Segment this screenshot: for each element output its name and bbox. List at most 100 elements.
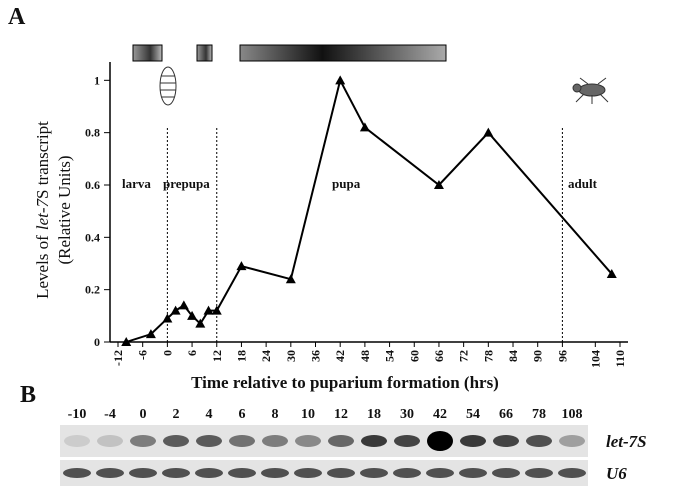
band bbox=[97, 435, 123, 447]
band bbox=[426, 468, 454, 478]
x-axis-label: Time relative to puparium formation (hrs… bbox=[191, 373, 499, 392]
y-tick-label: 0.6 bbox=[85, 178, 100, 192]
band bbox=[558, 468, 586, 478]
band bbox=[361, 435, 387, 447]
band bbox=[459, 468, 487, 478]
lane-label: 78 bbox=[532, 407, 546, 422]
lane-label: 10 bbox=[301, 407, 315, 422]
x-tick-label: 72 bbox=[457, 350, 471, 362]
fly-icon bbox=[572, 77, 609, 104]
band bbox=[427, 431, 453, 451]
data-point bbox=[236, 261, 247, 271]
data-point bbox=[195, 318, 206, 328]
band bbox=[163, 435, 189, 447]
band bbox=[360, 468, 388, 478]
lane-label: 2 bbox=[173, 407, 180, 422]
lane-label: 4 bbox=[206, 407, 213, 422]
y-tick-label: 0.4 bbox=[85, 230, 100, 244]
data-point bbox=[606, 268, 617, 278]
band bbox=[229, 435, 255, 447]
x-tick-label: -6 bbox=[136, 350, 150, 360]
band bbox=[493, 435, 519, 447]
x-tick-label: 36 bbox=[309, 350, 323, 362]
y-tick-label: 0.2 bbox=[85, 283, 100, 297]
larva-icon bbox=[159, 66, 177, 106]
x-tick-label: 12 bbox=[210, 350, 224, 362]
lane-label: 108 bbox=[562, 407, 583, 422]
y-label-part: Levels of bbox=[33, 235, 52, 299]
x-tick-label: -12 bbox=[111, 350, 125, 366]
x-tick-label: 42 bbox=[333, 350, 347, 362]
data-point bbox=[433, 179, 444, 189]
band bbox=[262, 435, 288, 447]
x-tick-label: 110 bbox=[613, 350, 627, 367]
x-tick-label: 66 bbox=[432, 350, 446, 362]
x-tick-label: 96 bbox=[555, 350, 569, 362]
band bbox=[328, 435, 354, 447]
data-line bbox=[125, 77, 613, 343]
band bbox=[393, 468, 421, 478]
row-label: U6 bbox=[606, 464, 627, 483]
lane-label: 0 bbox=[140, 407, 147, 422]
lane-label: -4 bbox=[104, 407, 116, 422]
data-point bbox=[178, 300, 189, 310]
band bbox=[162, 468, 190, 478]
band bbox=[228, 468, 256, 478]
stage-label: pupa bbox=[332, 176, 361, 191]
band bbox=[460, 435, 486, 447]
lane-label: 6 bbox=[239, 407, 246, 422]
band bbox=[63, 468, 91, 478]
x-tick-label: 30 bbox=[284, 350, 298, 362]
x-tick-label: 48 bbox=[358, 350, 372, 362]
data-point bbox=[211, 305, 222, 315]
band bbox=[295, 435, 321, 447]
x-tick-label: 18 bbox=[234, 350, 248, 362]
lane-label: -10 bbox=[68, 407, 87, 422]
band bbox=[526, 435, 552, 447]
band bbox=[492, 468, 520, 478]
band bbox=[525, 468, 553, 478]
panel-label: B bbox=[20, 382, 36, 408]
data-point bbox=[145, 329, 156, 339]
band bbox=[64, 435, 90, 447]
y-tick-label: 0.8 bbox=[85, 126, 100, 140]
x-tick-label: 6 bbox=[185, 350, 199, 356]
lane-label: 8 bbox=[272, 407, 279, 422]
lane-label: 42 bbox=[433, 407, 447, 422]
band bbox=[129, 468, 157, 478]
stage-bar bbox=[239, 44, 447, 62]
y-label-part: let-7 bbox=[33, 198, 52, 231]
x-tick-label: 60 bbox=[407, 350, 421, 362]
y-tick-label: 1 bbox=[94, 73, 100, 87]
lane-label: 12 bbox=[334, 407, 348, 422]
band bbox=[96, 468, 124, 478]
lane-label: 30 bbox=[400, 407, 414, 422]
band bbox=[196, 435, 222, 447]
x-tick-label: 78 bbox=[481, 350, 495, 362]
data-point bbox=[483, 127, 494, 137]
row-label: let-7S bbox=[606, 432, 647, 451]
data-point bbox=[335, 75, 346, 85]
stage-label: larva bbox=[122, 176, 151, 191]
data-point bbox=[359, 122, 370, 132]
data-point bbox=[187, 310, 198, 320]
band bbox=[294, 468, 322, 478]
data-point bbox=[121, 337, 132, 346]
x-tick-label: 54 bbox=[383, 350, 397, 362]
panel-label: A bbox=[8, 4, 26, 30]
band bbox=[261, 468, 289, 478]
band bbox=[394, 435, 420, 447]
stage-bar bbox=[196, 44, 213, 62]
data-point bbox=[170, 305, 181, 315]
x-tick-label: 104 bbox=[588, 350, 602, 368]
stage-bar bbox=[132, 44, 163, 62]
band bbox=[559, 435, 585, 447]
band bbox=[195, 468, 223, 478]
lane-label: 66 bbox=[499, 407, 513, 422]
data-point bbox=[285, 274, 296, 284]
y-axis-label: Levels of let-7S transcript bbox=[33, 121, 52, 299]
stage-label: prepupa bbox=[163, 176, 210, 191]
stage-label: adult bbox=[568, 176, 598, 191]
y-axis-label: (Relative Units) bbox=[55, 155, 74, 264]
